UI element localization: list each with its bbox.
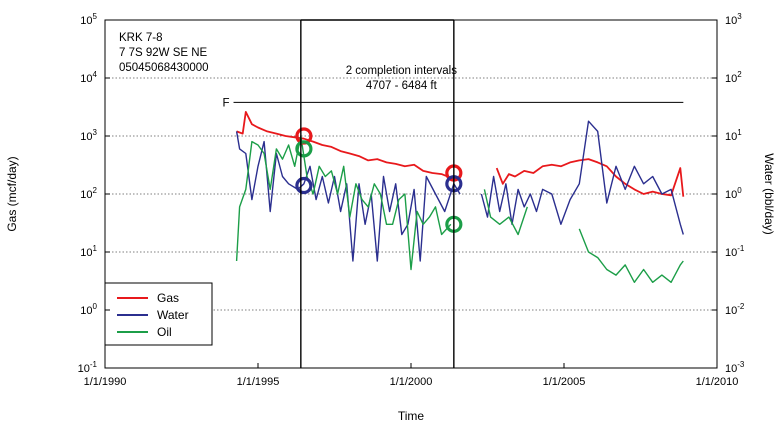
well-location: 7 7S 92W SE NE <box>119 47 208 59</box>
x-axis-ticks: 1/1/1990 1/1/1995 1/1/2000 1/1/2005 1/1/2010 <box>84 363 739 388</box>
completion-annotation-line2: 4707 - 6484 ft <box>366 80 438 92</box>
well-api-number: 05045068430000 <box>119 62 209 74</box>
y2-tick-label: 102 <box>725 70 742 85</box>
y-axis-title: Gas (mcf/day) <box>5 156 19 231</box>
y-tick-label: 105 <box>80 12 97 27</box>
legend-gas-label: Gas <box>157 291 179 305</box>
legend: Gas Water Oil <box>104 282 213 346</box>
x-tick-label: 1/1/2000 <box>390 376 433 388</box>
series-water-line <box>235 120 684 262</box>
series-layer <box>235 111 685 283</box>
f-marker-label: F <box>222 97 229 109</box>
y2-tick-label: 103 <box>725 12 742 27</box>
x-tick-label: 1/1/1990 <box>84 376 127 388</box>
x-axis-title: Time <box>398 409 425 423</box>
y-tick-label: 102 <box>80 186 97 201</box>
y-tick-label: 100 <box>80 302 97 317</box>
x-tick-label: 1/1/2005 <box>543 376 586 388</box>
y-tick-label: 10-1 <box>78 360 98 375</box>
legend-water-label: Water <box>157 308 189 322</box>
y-tick-label: 103 <box>80 128 97 143</box>
y-tick-label: 101 <box>80 244 97 259</box>
completion-annotation-line1: 2 completion intervals <box>346 65 457 77</box>
y2-tick-label: 10-3 <box>725 360 745 375</box>
y-tick-label: 104 <box>80 70 97 85</box>
y2-axis-title: Water (bbl/day) <box>762 153 775 235</box>
legend-oil-label: Oil <box>157 325 172 339</box>
series-gas-line <box>236 111 685 197</box>
series-oil-line <box>235 135 684 283</box>
marker-water-circle <box>295 176 313 195</box>
y2-tick-label: 10-2 <box>725 302 745 317</box>
y2-tick-label: 100 <box>725 186 742 201</box>
x-tick-label: 1/1/2010 <box>696 376 739 388</box>
y2-tick-label: 10-1 <box>725 244 745 259</box>
x-tick-label: 1/1/1995 <box>237 376 280 388</box>
well-name: KRK 7-8 <box>119 32 162 44</box>
y2-tick-label: 101 <box>725 128 742 143</box>
marker-oil-circle <box>295 140 313 158</box>
